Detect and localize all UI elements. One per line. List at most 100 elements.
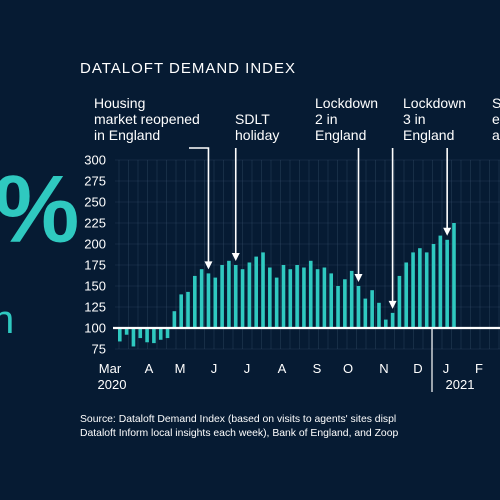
y-tick-label: 275 xyxy=(84,174,106,189)
bar xyxy=(118,328,122,342)
bar xyxy=(247,262,252,328)
bar xyxy=(349,270,354,328)
annotation-arrowhead xyxy=(204,261,213,270)
bar xyxy=(308,260,313,328)
bar xyxy=(431,244,436,328)
bar xyxy=(158,328,163,340)
annotation-label: e xyxy=(492,111,500,127)
annotation-label: Lockdown xyxy=(403,95,466,111)
x-tick-label: N xyxy=(379,361,388,376)
annotation-label: holiday xyxy=(235,127,279,143)
bar xyxy=(131,328,136,347)
bar xyxy=(145,328,149,343)
annotation-arrowhead xyxy=(388,300,397,309)
annotation-label: Housing xyxy=(94,95,145,111)
bar xyxy=(377,302,381,328)
bar xyxy=(240,269,245,328)
bar xyxy=(213,277,218,328)
bar xyxy=(268,267,272,328)
y-tick-label: 150 xyxy=(84,279,106,294)
source-note: Source: Dataloft Demand Index (based on … xyxy=(80,413,500,441)
bar xyxy=(152,328,156,344)
annotation-label: 3 in xyxy=(403,111,426,127)
x-year-label: 2021 xyxy=(446,377,475,392)
bar xyxy=(138,328,143,339)
headline-stat: % xyxy=(0,156,79,263)
bar xyxy=(254,256,258,328)
bar xyxy=(315,269,320,328)
bar xyxy=(370,290,374,328)
bar xyxy=(404,262,409,328)
bar xyxy=(220,265,224,328)
x-tick-label: A xyxy=(145,361,154,376)
bar xyxy=(411,252,415,328)
x-tick-label: D xyxy=(413,361,422,376)
annotation-label: in England xyxy=(94,127,160,143)
bar xyxy=(445,239,449,328)
x-year-label: 2020 xyxy=(98,377,127,392)
bar xyxy=(165,328,170,339)
x-tick-label: A xyxy=(278,361,287,376)
y-tick-label: 200 xyxy=(84,237,106,252)
x-tick-label: F xyxy=(475,361,483,376)
bar xyxy=(418,248,422,328)
y-tick-label: 75 xyxy=(92,342,106,357)
bar xyxy=(383,319,388,328)
bar xyxy=(172,311,177,328)
annotation-arrowhead xyxy=(443,227,452,236)
bar xyxy=(193,275,197,328)
bar xyxy=(199,269,204,328)
y-tick-label: 100 xyxy=(84,321,106,336)
bar xyxy=(227,260,231,328)
bar xyxy=(343,279,347,328)
headline-stat-subtitle: n xyxy=(0,298,15,342)
bar xyxy=(322,267,327,328)
bar xyxy=(281,265,286,328)
bar xyxy=(179,294,183,328)
bar xyxy=(288,269,293,328)
x-tick-label: M xyxy=(175,361,186,376)
annotation-arrowhead xyxy=(231,253,240,261)
y-tick-label: 125 xyxy=(84,300,106,315)
bar xyxy=(274,277,279,328)
x-tick-label: Mar xyxy=(99,361,122,376)
y-tick-label: 300 xyxy=(84,153,106,168)
bar xyxy=(424,252,429,328)
bar xyxy=(336,286,340,328)
annotation-label: Lockdown xyxy=(315,95,378,111)
annotation-label: SDLT xyxy=(235,111,270,127)
source-line-1: Source: Dataloft Demand Index (based on … xyxy=(80,414,397,425)
annotation-label: England xyxy=(315,127,366,143)
source-line-2: Dataloft Inform local insights each week… xyxy=(80,428,399,439)
x-tick-label: S xyxy=(313,361,322,376)
y-tick-label: 250 xyxy=(84,195,106,210)
x-tick-label: J xyxy=(244,361,251,376)
annotation-arrowhead xyxy=(354,274,363,282)
annotation-label: 2 in xyxy=(315,111,338,127)
bar xyxy=(233,265,238,328)
chart-title: DATALOFT DEMAND INDEX xyxy=(80,60,297,77)
x-tick-label: O xyxy=(343,361,353,376)
bar xyxy=(295,265,299,328)
bar xyxy=(452,223,456,328)
bar xyxy=(356,286,361,328)
annotation-label: a xyxy=(492,127,500,143)
bar xyxy=(329,273,334,328)
x-tick-label: J xyxy=(443,361,450,376)
annotation-label: S xyxy=(492,95,500,111)
annotation-label: England xyxy=(403,127,454,143)
y-tick-label: 175 xyxy=(84,258,106,273)
bar xyxy=(124,328,129,335)
y-tick-label: 225 xyxy=(84,216,106,231)
bar xyxy=(390,312,395,328)
annotation-arrow xyxy=(189,147,210,264)
annotation-label: market reopened xyxy=(94,111,200,127)
bar xyxy=(363,298,368,328)
bar xyxy=(438,235,443,328)
bar xyxy=(261,252,265,328)
bar xyxy=(397,275,402,328)
bar xyxy=(302,267,306,328)
bar xyxy=(186,291,190,328)
